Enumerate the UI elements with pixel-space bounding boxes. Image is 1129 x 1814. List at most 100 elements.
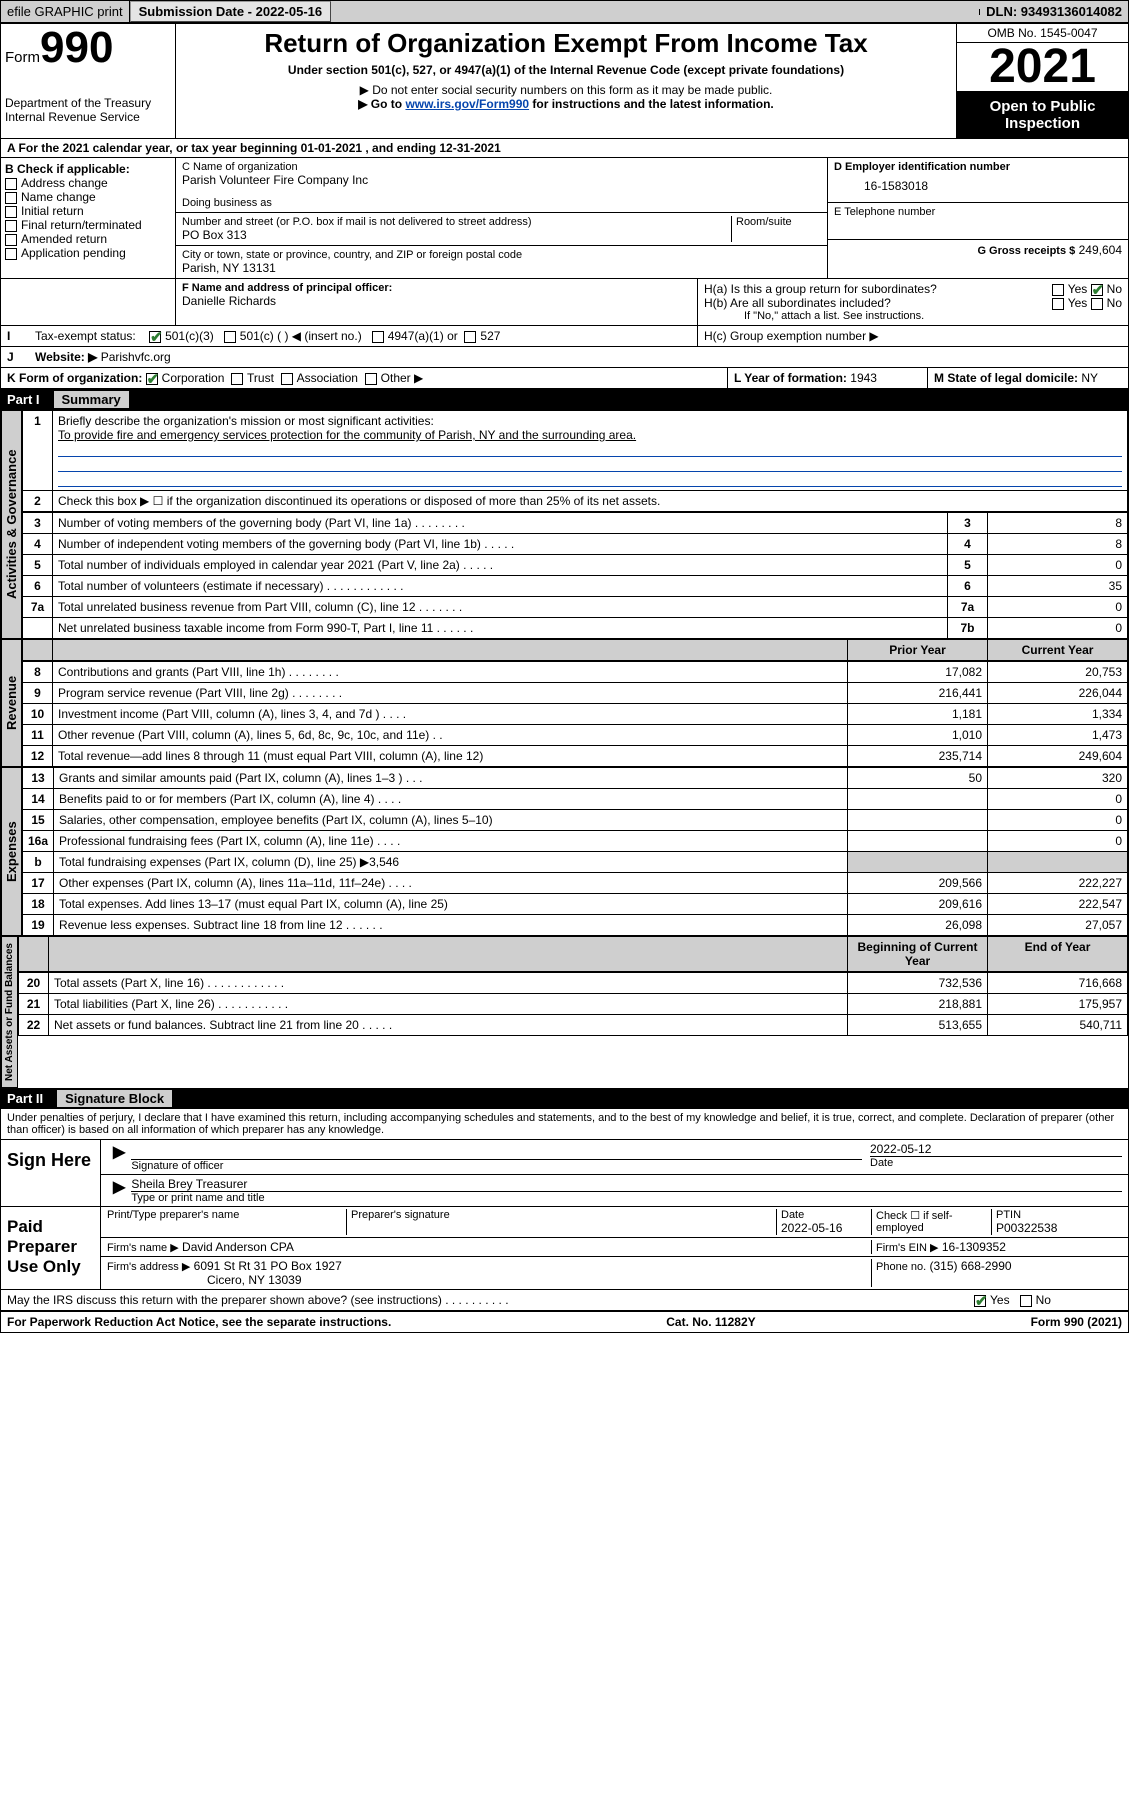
- ein-value: 16-1583018: [834, 173, 1122, 199]
- officer-name: Danielle Richards: [182, 294, 691, 308]
- room-label: Room/suite: [736, 216, 821, 228]
- efile-label: efile GRAPHIC print: [1, 1, 130, 22]
- inspection-label: Open to Public Inspection: [957, 92, 1128, 138]
- prep-date: 2022-05-16: [781, 1221, 871, 1235]
- k-label: K Form of organization:: [7, 371, 142, 385]
- table-row: 17Other expenses (Part IX, column (A), l…: [23, 873, 1128, 894]
- ha-label: H(a) Is this a group return for subordin…: [704, 282, 937, 296]
- tab-revenue: Revenue: [1, 639, 22, 767]
- paid-preparer-label: Paid Preparer Use Only: [1, 1207, 101, 1289]
- l-value: 1943: [850, 371, 877, 385]
- chk-initial[interactable]: Initial return: [5, 204, 171, 218]
- irs-link[interactable]: www.irs.gov/Form990: [405, 97, 529, 111]
- table-row: 9Program service revenue (Part VIII, lin…: [23, 683, 1128, 704]
- phone-label: E Telephone number: [834, 206, 1122, 218]
- line1-label: Briefly describe the organization's miss…: [58, 414, 434, 428]
- firm-addr1: 6091 St Rt 31 PO Box 1927: [194, 1259, 342, 1273]
- end-year-header: End of Year: [988, 937, 1128, 972]
- tab-governance: Activities & Governance: [1, 410, 22, 639]
- firm-ein: 16-1309352: [942, 1240, 1006, 1254]
- phone-value: [834, 218, 1122, 236]
- sig-date: 2022-05-12: [870, 1142, 1122, 1156]
- line2: Check this box ▶ ☐ if the organization d…: [53, 491, 1128, 512]
- chk-other[interactable]: [365, 373, 377, 385]
- form-title: Return of Organization Exempt From Incom…: [182, 28, 950, 59]
- gross-label: G Gross receipts $: [977, 245, 1075, 257]
- table-row: 8Contributions and grants (Part VIII, li…: [23, 662, 1128, 683]
- paid-preparer-block: Paid Preparer Use Only Print/Type prepar…: [1, 1207, 1128, 1290]
- table-row: 19Revenue less expenses. Subtract line 1…: [23, 915, 1128, 936]
- chk-final[interactable]: Final return/terminated: [5, 218, 171, 232]
- submission-date-button[interactable]: Submission Date - 2022-05-16: [130, 1, 332, 22]
- section-j: J Website: ▶ Parishvfc.org: [1, 347, 1128, 368]
- section-a-period: A For the 2021 calendar year, or tax yea…: [1, 139, 1128, 158]
- sign-here-label: Sign Here: [1, 1140, 101, 1206]
- hc-label: H(c) Group exemption number ▶: [698, 326, 1128, 346]
- form-label: Form: [5, 49, 40, 66]
- table-row: 10Investment income (Part VIII, column (…: [23, 704, 1128, 725]
- form-subtitle: Under section 501(c), 527, or 4947(a)(1)…: [182, 63, 950, 77]
- org-name-label: C Name of organization: [182, 161, 821, 173]
- chk-address[interactable]: Address change: [5, 176, 171, 190]
- chk-501c[interactable]: [224, 331, 236, 343]
- section-bcde: B Check if applicable: Address change Na…: [1, 158, 1128, 279]
- chk-corp[interactable]: [146, 373, 158, 385]
- table-row: 7aTotal unrelated business revenue from …: [23, 597, 1128, 618]
- mission-text: To provide fire and emergency services p…: [58, 428, 636, 442]
- chk-trust[interactable]: [231, 373, 243, 385]
- chk-discuss-no[interactable]: [1020, 1295, 1032, 1307]
- tab-expenses: Expenses: [1, 767, 22, 936]
- discuss-label: May the IRS discuss this return with the…: [1, 1290, 968, 1310]
- ein-label: D Employer identification number: [834, 161, 1122, 173]
- m-label: M State of legal domicile:: [934, 371, 1078, 385]
- chk-name[interactable]: Name change: [5, 190, 171, 204]
- chk-527[interactable]: [464, 331, 476, 343]
- org-name: Parish Volunteer Fire Company Inc: [182, 173, 821, 187]
- officer-label: F Name and address of principal officer:: [182, 282, 691, 294]
- section-b-label: B Check if applicable:: [5, 162, 171, 176]
- governance-block: Activities & Governance 1 Briefly descri…: [1, 410, 1128, 639]
- form-header: Form990 Department of the Treasury Inter…: [1, 24, 1128, 139]
- section-c: C Name of organization Parish Volunteer …: [176, 158, 828, 278]
- hb-note: If "No," attach a list. See instructions…: [704, 310, 1122, 322]
- website-value: Parishvfc.org: [101, 350, 171, 364]
- dln-label: DLN: 93493136014082: [980, 1, 1128, 22]
- chk-pending[interactable]: Application pending: [5, 246, 171, 260]
- table-row: Net unrelated business taxable income fr…: [23, 618, 1128, 639]
- table-row: 14Benefits paid to or for members (Part …: [23, 789, 1128, 810]
- firm-phone-label: Phone no.: [876, 1261, 926, 1273]
- ptin-value: P00322538: [996, 1221, 1122, 1235]
- prep-date-label: Date: [781, 1209, 871, 1221]
- table-row: 6Total number of volunteers (estimate if…: [23, 576, 1128, 597]
- prior-year-header: Prior Year: [848, 640, 988, 661]
- firm-addr2: Cicero, NY 13039: [107, 1273, 302, 1287]
- chk-assoc[interactable]: [281, 373, 293, 385]
- chk-discuss-yes[interactable]: [974, 1295, 986, 1307]
- form-number: 990: [40, 23, 113, 72]
- table-row: 22Net assets or fund balances. Subtract …: [19, 1015, 1128, 1036]
- chk-4947[interactable]: [372, 331, 384, 343]
- form-note1: ▶ Do not enter social security numbers o…: [182, 83, 950, 97]
- table-row: 5Total number of individuals employed in…: [23, 555, 1128, 576]
- chk-501c3[interactable]: [149, 331, 161, 343]
- section-b: B Check if applicable: Address change Na…: [1, 158, 176, 278]
- city-label: City or town, state or province, country…: [182, 249, 821, 261]
- firm-phone: (315) 668-2990: [930, 1259, 1012, 1273]
- hb-label: H(b) Are all subordinates included?: [704, 296, 891, 310]
- part-2-header: Part II Signature Block: [1, 1088, 1128, 1109]
- table-row: 12Total revenue—add lines 8 through 11 (…: [23, 746, 1128, 767]
- netassets-block: Net Assets or Fund Balances Beginning of…: [1, 936, 1128, 1088]
- dept-label: Department of the Treasury: [5, 96, 171, 110]
- table-row: 3Number of voting members of the governi…: [23, 513, 1128, 534]
- section-i: I Tax-exempt status: 501(c)(3) 501(c) ( …: [1, 326, 1128, 347]
- chk-amended[interactable]: Amended return: [5, 232, 171, 246]
- header-right: OMB No. 1545-0047 2021 Open to Public In…: [956, 24, 1128, 138]
- arrow-icon: ▶: [107, 1142, 131, 1172]
- self-employed-check[interactable]: Check ☐ if self-employed: [872, 1209, 992, 1235]
- website-label: Website: ▶: [35, 350, 97, 364]
- form-990-page: Form990 Department of the Treasury Inter…: [0, 23, 1129, 1333]
- sig-officer-label: Signature of officer: [131, 1160, 862, 1172]
- irs-label: Internal Revenue Service: [5, 110, 171, 124]
- table-row: 13Grants and similar amounts paid (Part …: [23, 768, 1128, 789]
- city: Parish, NY 13131: [182, 261, 821, 275]
